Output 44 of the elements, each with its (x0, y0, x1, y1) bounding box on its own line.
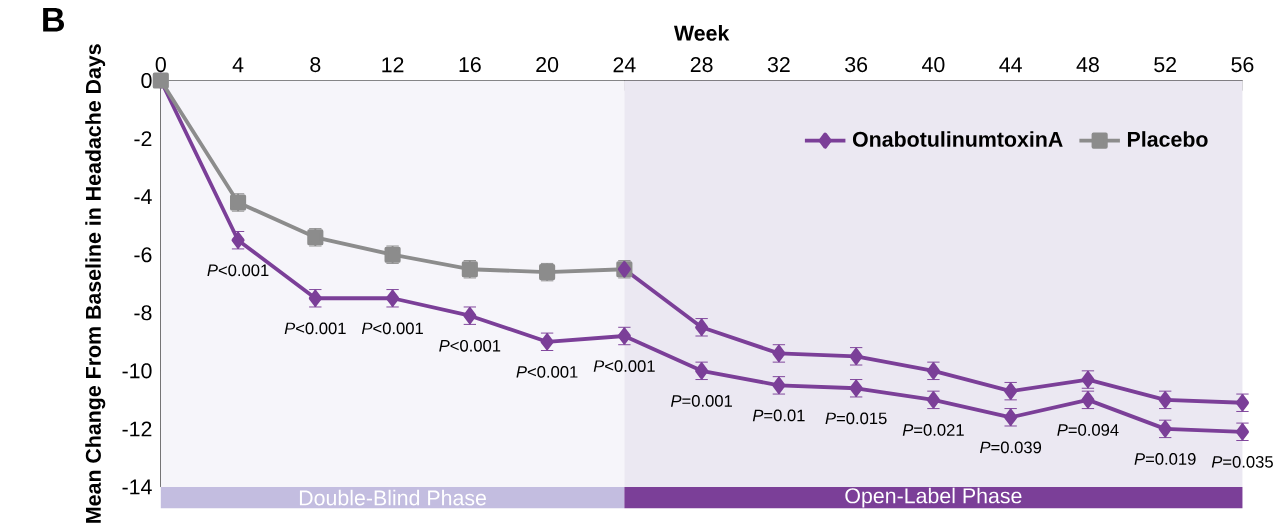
y-tick-label: -8 (134, 305, 152, 321)
annotation: P=0.094 (1057, 424, 1119, 436)
chart-title: B (43, 7, 64, 32)
annotation: P<0.001 (439, 339, 501, 352)
x-tick-label: 0 (155, 57, 166, 73)
annotation: P=0.021 (902, 424, 964, 436)
band-label: Open-Label Phase (845, 487, 1022, 508)
y-tick-label: -12 (122, 421, 152, 437)
x-tick-label: 24 (613, 57, 636, 73)
x-tick-label: 56 (1231, 57, 1254, 73)
x-tick-label: 16 (459, 57, 481, 73)
x-tick-label: 12 (382, 57, 404, 73)
x-tick-label: 32 (767, 57, 790, 73)
y-axis-title: Mean Change From Baseline in Headache Days (85, 44, 106, 523)
band-label: Double-Blind Phase (299, 489, 486, 506)
annotation: P<0.001 (516, 366, 578, 378)
annotation: P=0.019 (1134, 453, 1196, 465)
y-tick-label: 0 (141, 72, 152, 89)
annotation: P=0.015 (825, 412, 887, 425)
x-tick-label: 4 (232, 57, 244, 73)
y-tick-label: -2 (134, 131, 152, 147)
annotation: P=0.01 (752, 409, 805, 422)
x-tick-label: 28 (690, 57, 713, 73)
x-tick-label: 44 (999, 57, 1022, 73)
y-tick-label: -14 (122, 479, 152, 495)
annotation: P<0.001 (207, 264, 269, 277)
legend-label: Placebo (1127, 131, 1208, 147)
x-tick-label: 48 (1076, 57, 1099, 73)
x-tick-label: 20 (536, 57, 559, 73)
y-tick-label: -6 (134, 247, 152, 263)
y-tick-label: -4 (134, 189, 152, 204)
x-tick-label: 8 (310, 57, 321, 73)
x-tick-label: 40 (922, 57, 945, 73)
x-tick-label: 36 (845, 57, 868, 73)
annotation: P<0.001 (361, 322, 423, 335)
legend-label: OnabotulinumtoxinA (852, 131, 1063, 147)
annotation: P=0.001 (670, 395, 732, 407)
annotation: P=0.039 (980, 441, 1042, 454)
y-tick-label: -10 (122, 363, 152, 379)
x-axis-title: Week (673, 25, 730, 41)
annotation: P<0.001 (284, 322, 346, 335)
annotation: P=0.035 (1211, 456, 1273, 468)
annotation: P<0.001 (593, 360, 655, 372)
x-tick-label: 52 (1154, 57, 1176, 73)
